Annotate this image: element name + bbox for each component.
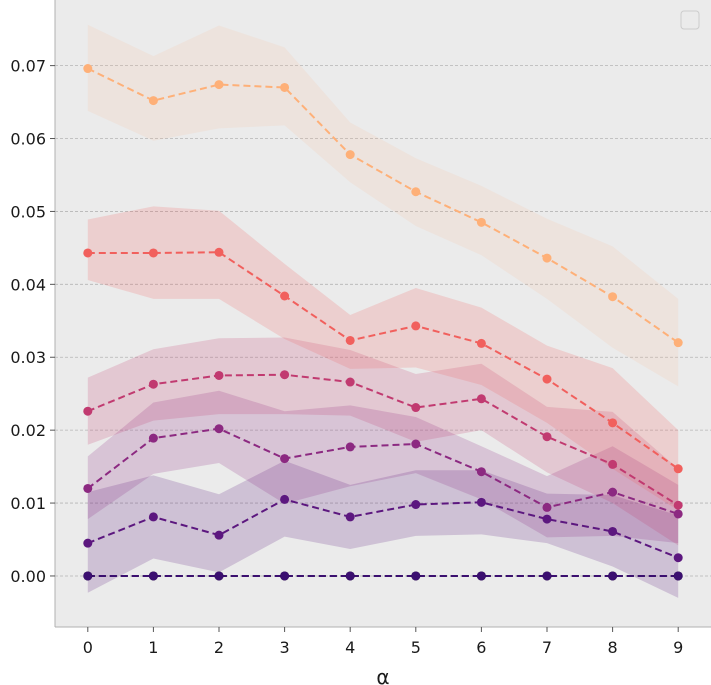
series-4-point (345, 377, 355, 387)
series-3-point (476, 467, 486, 477)
series-2-point (542, 514, 552, 524)
series-6-point (345, 150, 355, 160)
series-5-point (148, 248, 158, 258)
y-tick-label: 0.02 (10, 421, 46, 440)
series-4-band (87, 337, 679, 546)
x-tick-label: 5 (411, 638, 421, 657)
series-6-point (280, 82, 290, 92)
series-2-point (214, 530, 224, 540)
series-3-point (608, 487, 618, 497)
series-4-point (542, 432, 552, 442)
y-tick-label: 0.04 (10, 275, 46, 294)
y-tick-label: 0.06 (10, 130, 46, 149)
series-4-point (608, 459, 618, 469)
series-6-point (476, 217, 486, 227)
series-1-point (345, 571, 355, 581)
tick-layer: 0.00 0.01 0.02 0.03 0.04 0.05 0.06 0.07 0 1 2 3 4 5 6 7… (10, 57, 683, 657)
series-5-point (673, 464, 683, 474)
series-4-point (411, 403, 421, 413)
x-tick-label: 9 (673, 638, 683, 657)
series-3-point (148, 433, 158, 443)
series-4-point (673, 500, 683, 510)
line-layer (87, 67, 679, 577)
y-tick-label: 0.03 (10, 348, 46, 367)
band-layer (87, 24, 679, 598)
series-2-point (83, 538, 93, 548)
series-6-point (148, 96, 158, 106)
series-2-point (673, 553, 683, 563)
series-2-point (476, 497, 486, 507)
series-6-point (83, 64, 93, 74)
x-tick-label: 3 (280, 638, 290, 657)
series-1-point (148, 571, 158, 581)
series-6-point (542, 253, 552, 263)
series-3-point (214, 424, 224, 434)
series-5-point (411, 321, 421, 331)
series-1-point (608, 571, 618, 581)
x-tick-label: 8 (608, 638, 618, 657)
x-tick-label: 1 (148, 638, 158, 657)
series-5-band (87, 206, 679, 511)
series-3-line (87, 427, 679, 515)
x-tick-label: 0 (83, 638, 93, 657)
series-1-point (411, 571, 421, 581)
series-1-point (280, 571, 290, 581)
series-3-point (280, 454, 290, 464)
series-4-point (214, 370, 224, 380)
y-tick-label: 0.07 (10, 57, 46, 76)
axis-layer (54, 0, 711, 628)
series-4-point (476, 394, 486, 404)
series-3-point (345, 442, 355, 452)
series-4-line (87, 373, 679, 507)
series-3-point (673, 509, 683, 519)
grid-layer (55, 65, 711, 577)
plot-background (55, 0, 711, 627)
series-5-point (214, 247, 224, 257)
series-5-point (608, 418, 618, 428)
series-6-point (608, 292, 618, 302)
series-4-point (280, 370, 290, 380)
series-5-point (542, 374, 552, 384)
x-tick-label: 4 (345, 638, 355, 657)
series-2-point (148, 512, 158, 522)
y-tick-label: 0.05 (10, 202, 46, 221)
series-5-point (83, 248, 93, 258)
series-2-point (411, 500, 421, 510)
series-6-point (411, 187, 421, 197)
series-1-point (673, 571, 683, 581)
x-axis-title: α (376, 665, 389, 685)
series-5-point (476, 338, 486, 348)
series-1-point (476, 571, 486, 581)
series-2-point (280, 494, 290, 504)
series-6-point (673, 338, 683, 348)
series-3-point (83, 483, 93, 493)
series-3-point (411, 439, 421, 449)
series-5-line (87, 251, 679, 470)
y-tick-label: 0.01 (10, 494, 46, 513)
x-tick-label: 2 (214, 638, 224, 657)
x-tick-label: 7 (542, 638, 552, 657)
series-1-point (542, 571, 552, 581)
series-2-point (345, 512, 355, 522)
series-4-point (148, 379, 158, 389)
legend-box[interactable] (680, 10, 700, 30)
series-3-band (87, 390, 679, 544)
series-1-point (214, 571, 224, 581)
series-5-point (280, 291, 290, 301)
series-1-point (83, 571, 93, 581)
series-6-point (214, 80, 224, 90)
series-5-point (345, 335, 355, 345)
point-layer (83, 64, 683, 581)
series-6-band (87, 24, 679, 387)
series-2-line (87, 498, 679, 559)
series-3-point (542, 502, 552, 512)
y-tick-label: 0.00 (10, 567, 46, 586)
x-tick-label: 6 (476, 638, 486, 657)
series-2-band (87, 460, 679, 598)
series-4-point (83, 406, 93, 416)
series-2-point (608, 526, 618, 536)
